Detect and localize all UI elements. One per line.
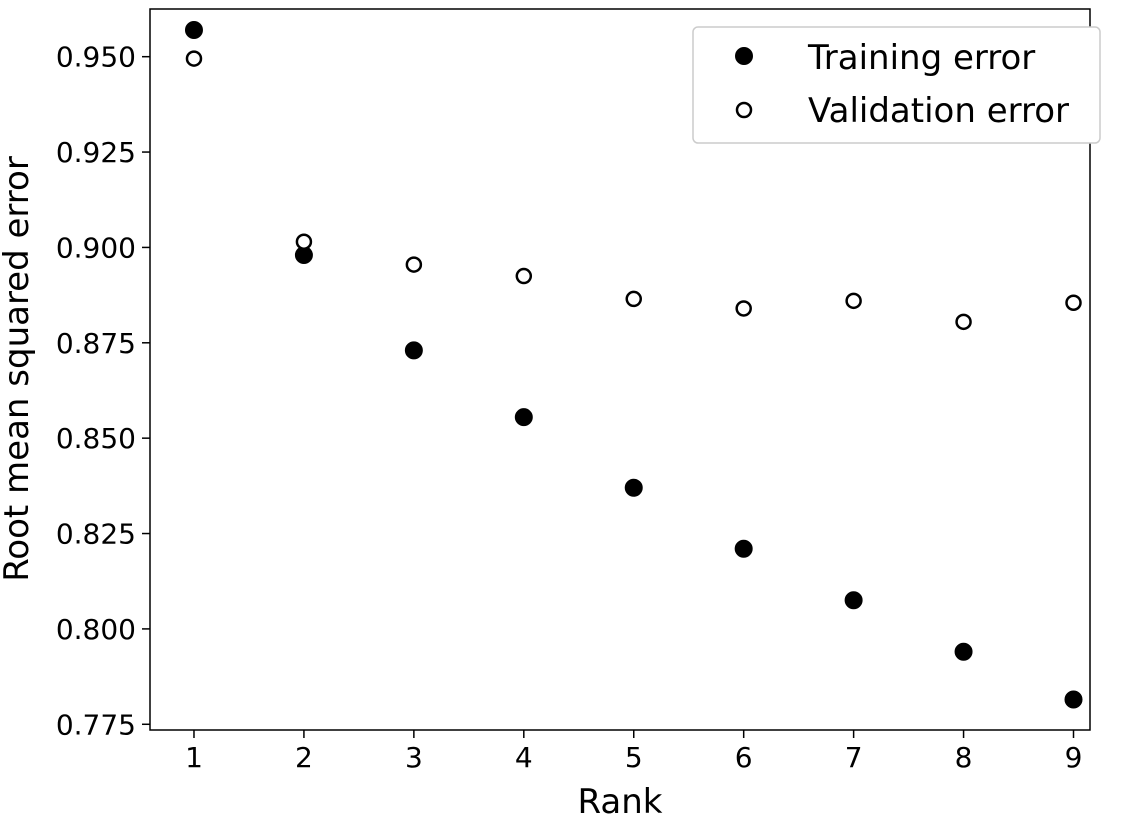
training-error-point bbox=[404, 341, 423, 360]
validation-error-point bbox=[405, 256, 423, 273]
y-tick-label: 0.950 bbox=[56, 41, 136, 74]
validation-error-point bbox=[625, 290, 642, 308]
training-error-point bbox=[954, 642, 973, 661]
y-tick-label: 0.825 bbox=[56, 518, 136, 551]
x-tick-label: 9 bbox=[1065, 741, 1083, 774]
legend-label-validation: Validation error bbox=[808, 91, 1069, 131]
x-tick-label: 7 bbox=[845, 741, 863, 774]
y-axis-ticks: 0.775 0.800 0.825 0.850 0.875 0.900 0.925 0.950 bbox=[56, 41, 150, 741]
validation-error-point bbox=[955, 313, 972, 331]
validation-error-point bbox=[295, 233, 313, 250]
validation-error-point bbox=[845, 292, 862, 310]
y-tick-label: 0.925 bbox=[56, 136, 136, 169]
data-points bbox=[184, 20, 1083, 709]
validation-error-point bbox=[735, 300, 752, 317]
validation-error-point bbox=[515, 267, 533, 285]
legend-marker-validation bbox=[735, 101, 753, 119]
x-tick-label: 6 bbox=[735, 741, 753, 774]
training-error-point bbox=[844, 591, 863, 610]
x-tick-label: 5 bbox=[625, 741, 643, 774]
legend-marker-training bbox=[735, 47, 753, 65]
y-tick-label: 0.850 bbox=[56, 422, 136, 455]
y-tick-label: 0.875 bbox=[56, 327, 136, 360]
training-error-point bbox=[184, 20, 203, 39]
y-tick-label: 0.775 bbox=[56, 708, 136, 741]
y-tick-label: 0.900 bbox=[56, 231, 136, 264]
validation-error-point bbox=[185, 50, 203, 67]
training-error-point bbox=[514, 408, 533, 427]
x-tick-label: 3 bbox=[405, 741, 423, 774]
x-tick-label: 2 bbox=[295, 741, 313, 774]
y-tick-label: 0.800 bbox=[56, 613, 136, 646]
training-error-point bbox=[734, 539, 753, 558]
legend: Training error Validation error bbox=[692, 26, 1101, 144]
training-error-point bbox=[1064, 690, 1083, 709]
plot-area-frame bbox=[149, 8, 1091, 731]
legend-label-training: Training error bbox=[807, 38, 1035, 78]
x-tick-label: 4 bbox=[515, 741, 533, 774]
training-error-point bbox=[624, 478, 643, 497]
x-tick-label: 8 bbox=[955, 741, 973, 774]
x-tick-label: 1 bbox=[185, 741, 203, 774]
y-axis-label: Root mean squared error bbox=[0, 156, 37, 582]
x-axis-ticks: 1 2 3 4 5 6 7 8 9 bbox=[185, 730, 1082, 774]
x-axis-label: Rank bbox=[578, 782, 663, 822]
legend-box bbox=[692, 26, 1101, 144]
validation-error-point bbox=[1065, 294, 1082, 311]
